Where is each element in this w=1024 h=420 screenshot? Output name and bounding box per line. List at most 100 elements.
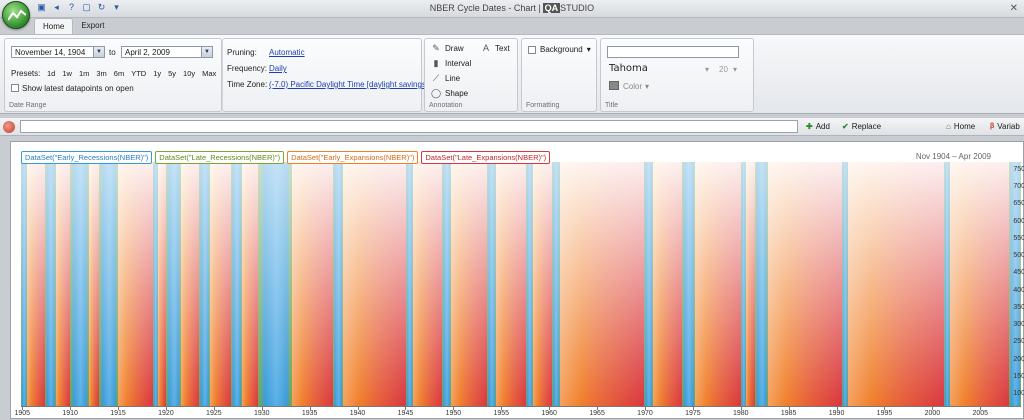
recession-band [70, 162, 90, 406]
preset-1y[interactable]: 1y [153, 69, 162, 78]
preset-max[interactable]: Max [202, 69, 217, 78]
date-range-group-label: Date Range [9, 102, 47, 109]
x-tick-label: 1915 [110, 410, 126, 417]
x-tick-label: 1925 [206, 410, 222, 417]
x-tick-mark [357, 407, 359, 410]
frequency-link[interactable]: Daily [269, 64, 287, 73]
close-icon[interactable]: ✕ [1009, 3, 1018, 14]
expansion-band [241, 162, 259, 406]
refresh-icon[interactable]: ↻ [97, 2, 106, 12]
start-date-field[interactable]: November 14, 1904 ▼ [11, 46, 105, 58]
preset-ytd[interactable]: YTD [131, 69, 147, 78]
save-icon[interactable]: ▣ [37, 2, 46, 12]
tab-export[interactable]: Export [81, 21, 105, 30]
legend-late-expansions[interactable]: DataSet("Late_Expansions(NBER)") [421, 151, 551, 164]
presets-label: Presets: [11, 69, 41, 78]
color-dropdown-icon[interactable]: ▾ [645, 82, 650, 91]
end-date-dropdown-icon[interactable]: ▼ [201, 47, 212, 57]
y-tick-label: 100 [1013, 390, 1024, 397]
ellipse-icon: ◯ [431, 88, 442, 98]
x-tick-label: 1920 [158, 410, 174, 417]
x-tick-label: 1960 [541, 410, 557, 417]
preset-1m[interactable]: 1m [78, 69, 90, 78]
chevron-down-icon: ▾ [586, 45, 591, 54]
font-size-select[interactable]: 20 [719, 65, 728, 74]
font-size-stepper-icon[interactable]: ▾ [733, 65, 738, 74]
end-date-field[interactable]: April 2, 2009 ▼ [121, 46, 213, 58]
shape-button[interactable]: ◯ Shape [431, 88, 469, 98]
help-icon[interactable]: ? [68, 2, 74, 12]
tab-home[interactable]: Home [34, 18, 74, 34]
recession-band [740, 162, 746, 406]
home-button[interactable]: ⌂ Home [946, 122, 976, 131]
preset-6m[interactable]: 6m [113, 69, 125, 78]
query-input[interactable] [20, 120, 798, 133]
x-tick-mark [453, 407, 455, 410]
text-button[interactable]: A Text [482, 43, 510, 53]
undo-icon[interactable]: ◂ [54, 2, 59, 12]
x-tick-label: 1945 [397, 410, 414, 417]
expansion-band [117, 162, 153, 406]
pruning-link[interactable]: Automatic [269, 48, 305, 57]
preset-1w[interactable]: 1w [62, 69, 72, 78]
expansion-band [180, 162, 199, 406]
legend-early-recessions[interactable]: DataSet("Early_Recessions(NBER)") [21, 151, 153, 164]
variables-button[interactable]: β Variab [990, 122, 1020, 131]
plus-icon: ✚ [806, 122, 813, 131]
legend-early-expansions[interactable]: DataSet("Early_Expansions(NBER)") [287, 151, 419, 164]
title-group-label: Title [605, 102, 618, 109]
chart-plot-area[interactable] [21, 162, 1021, 406]
x-tick-label: 1985 [780, 410, 797, 417]
font-size-dropdown-icon[interactable]: ▾ [705, 65, 710, 74]
x-tick-label: 1970 [637, 410, 653, 417]
pruning-label: Pruning: [227, 48, 257, 57]
color-label[interactable]: Color [623, 82, 643, 91]
x-tick-label: 1980 [732, 410, 749, 417]
start-date-dropdown-icon[interactable]: ▼ [93, 47, 104, 57]
line-button[interactable]: ⟋ Line [432, 73, 461, 83]
x-tick-mark [980, 407, 982, 410]
expansion-band [768, 162, 842, 406]
color-swatch[interactable] [609, 81, 619, 90]
annotation-group-label: Annotation [429, 102, 463, 109]
annotation-group: ✎ Draw A Text ▮ Interval ⟋ Line ◯ Shape Annot… [424, 38, 518, 112]
preset-3m[interactable]: 3m [96, 69, 107, 78]
recession-band [258, 162, 293, 406]
font-family-select[interactable]: Tahoma [609, 63, 648, 74]
preset-10y[interactable]: 10y [183, 69, 196, 78]
background-button[interactable]: Background ▾ [528, 45, 591, 54]
recession-band [98, 162, 118, 406]
recession-band [442, 162, 452, 406]
interval-button[interactable]: ▮ Interval [431, 58, 472, 68]
checkmark-icon: ✔ [842, 122, 849, 131]
x-tick-label: 1965 [589, 410, 605, 417]
chart-legend: DataSet("Early_Recessions(NBER)") DataSe… [21, 151, 551, 164]
timezone-link[interactable]: (-7.0) Pacific Daylight Time [daylight s… [269, 80, 429, 89]
x-tick-mark [644, 407, 646, 410]
chart-title-input[interactable] [607, 46, 739, 58]
replace-button[interactable]: ✔ Replace [842, 122, 882, 131]
preset-1d[interactable]: 1d [47, 69, 56, 78]
x-tick-mark [261, 407, 263, 410]
show-latest-checkbox[interactable] [11, 84, 19, 92]
recession-band [165, 162, 181, 406]
draw-button[interactable]: ✎ Draw [432, 43, 464, 53]
add-button[interactable]: ✚ Add [806, 122, 830, 131]
x-tick-label: 1905 [14, 410, 31, 417]
data-settings-group: Pruning: Automatic Frequency: Daily Time… [222, 38, 428, 112]
beta-icon: β [990, 123, 995, 130]
recession-band [198, 162, 210, 406]
x-tick-label: 1930 [253, 410, 270, 417]
preset-5y[interactable]: 5y [168, 69, 177, 78]
recession-band [45, 162, 56, 406]
line-icon: ⟋ [432, 73, 440, 83]
new-document-icon[interactable]: ▢ [82, 2, 91, 12]
legend-late-recessions[interactable]: DataSet("Late_Recessions(NBER)") [155, 151, 285, 164]
qat-dropdown-icon[interactable]: ▾ [114, 2, 119, 12]
x-tick-mark [70, 407, 72, 410]
app-menu-button[interactable] [2, 1, 30, 29]
expansion-band [451, 162, 487, 406]
query-icon[interactable] [3, 121, 15, 133]
y-tick-label: 500 [1013, 252, 1024, 260]
expansion-band [950, 162, 1009, 406]
